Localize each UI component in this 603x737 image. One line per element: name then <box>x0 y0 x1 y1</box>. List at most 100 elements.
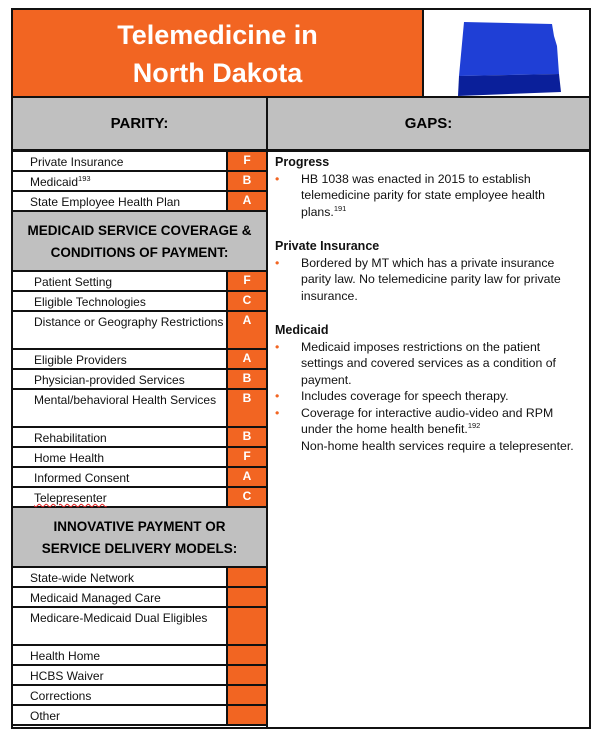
gap-heading: Progress <box>275 155 330 169</box>
row-label-text: Rehabilitation <box>34 431 107 445</box>
grade-row-label: HCBS Waiver <box>13 666 228 684</box>
gap-bullet: Bordered by MT which has a private insur… <box>275 255 585 305</box>
grade-row: Physician-provided Services B <box>13 370 266 390</box>
gap-heading: Medicaid <box>275 323 329 337</box>
row-label-text: Patient Setting <box>34 275 113 289</box>
gap-bullet: Includes coverage for speech therapy. <box>275 388 585 405</box>
grade-row: Health Home <box>13 646 266 666</box>
grade-badge: F <box>228 152 266 170</box>
state-map-icon <box>424 10 589 98</box>
section-line: INNOVATIVE PAYMENT OR <box>53 519 226 534</box>
grade-badge: B <box>228 428 266 446</box>
section-line: SERVICE DELIVERY MODELS: <box>41 541 238 556</box>
grade-row: Patient Setting F <box>13 272 266 292</box>
grade-row-label: Patient Setting <box>13 272 228 290</box>
grade-row: Informed Consent A <box>13 468 266 488</box>
medicaid-section-header: MEDICAID SERVICE COVERAGE & CONDITIONS OF… <box>13 212 266 272</box>
grade-badge: F <box>228 448 266 466</box>
grade-row-label: Medicaid193 <box>13 172 228 190</box>
grade-row: Medicaid Managed Care <box>13 588 266 608</box>
gap-text: HB 1038 was enacted in 2015 to establish… <box>301 171 546 219</box>
grade-row: Distance or Geography Restrictions A <box>13 312 266 350</box>
gap-list: HB 1038 was enacted in 2015 to establish… <box>275 171 585 221</box>
gap-text: Bordered by MT which has a private insur… <box>301 255 561 303</box>
row-label-text: Informed Consent <box>34 471 130 485</box>
title-line-1: Telemedicine in <box>117 20 318 50</box>
row-label-text: Home Health <box>34 451 105 465</box>
parity-header: PARITY: <box>13 98 268 152</box>
title-line-2: North Dakota <box>132 58 303 88</box>
gap-text: Coverage for interactive audio-video and… <box>301 405 554 437</box>
gap-text: Includes coverage for speech therapy. <box>301 389 509 403</box>
section-line: CONDITIONS OF PAYMENT: <box>50 245 229 260</box>
grade-row: HCBS Waiver <box>13 666 266 686</box>
footnote-ref: 191 <box>333 203 347 213</box>
gap-text: Medicaid imposes restrictions on the pat… <box>301 339 556 387</box>
grade-row-label: Medicare-Medicaid Dual Eligibles <box>13 608 228 644</box>
grade-badge: A <box>228 468 266 486</box>
gap-list: Bordered by MT which has a private insur… <box>275 255 585 305</box>
grades-column: Private Insurance F Medicaid193 B State Empl… <box>13 152 268 727</box>
grade-badge: B <box>228 390 266 426</box>
grade-row-label: Informed Consent <box>13 468 228 486</box>
row-label-text: State Employee Health Plan <box>30 195 181 209</box>
grade-badge <box>228 588 266 606</box>
grade-row-label: Mental/behavioral Health Services <box>13 390 228 426</box>
row-label-text: Eligible Technologies <box>34 295 146 309</box>
grade-row: Medicare-Medicaid Dual Eligibles <box>13 608 266 646</box>
row-label-text: Distance or Geography Restrictions <box>34 315 224 329</box>
gap-bullet: HB 1038 was enacted in 2015 to establish… <box>275 171 585 221</box>
grade-row-label: Telepresenter <box>13 488 228 506</box>
grade-badge <box>228 666 266 684</box>
grade-row-label: State Employee Health Plan <box>13 192 228 210</box>
row-label-text: Corrections <box>30 689 92 703</box>
row-label-text: Other <box>30 709 61 723</box>
row-label-text: Private Insurance <box>30 155 124 169</box>
grade-row-label: Other <box>13 706 228 724</box>
grade-badge: B <box>228 172 266 190</box>
grade-row: Corrections <box>13 686 266 706</box>
grade-row: Private Insurance F <box>13 152 266 172</box>
state-report-card: Telemedicine in North Dakota PARITY: GAP… <box>11 8 591 729</box>
gap-extra-text: Non-home health services require a telep… <box>301 438 574 453</box>
row-label-text: HCBS Waiver <box>30 669 104 683</box>
row-label-text: Medicaid Managed Care <box>30 591 161 605</box>
grade-row: Rehabilitation B <box>13 428 266 448</box>
grade-badge: A <box>228 192 266 210</box>
row-label-text: Medicare-Medicaid Dual Eligibles <box>30 611 208 625</box>
gaps-column: Progress HB 1038 was enacted in 2015 to e… <box>275 154 585 472</box>
row-label-text: Telepresenter <box>34 491 107 505</box>
innovative-section-header: INNOVATIVE PAYMENT OR SERVICE DELIVERY MO… <box>13 508 266 568</box>
grade-row: Eligible Providers A <box>13 350 266 370</box>
gap-bullet: Coverage for interactive audio-video and… <box>275 405 585 455</box>
page-title: Telemedicine in North Dakota <box>13 10 424 98</box>
gap-list: Medicaid imposes restrictions on the pat… <box>275 339 585 455</box>
grade-row-label: Eligible Providers <box>13 350 228 368</box>
grade-row: State Employee Health Plan A <box>13 192 266 212</box>
grade-badge <box>228 646 266 664</box>
row-label-text: Mental/behavioral Health Services <box>34 393 217 407</box>
grade-badge <box>228 608 266 644</box>
grade-row-label: Medicaid Managed Care <box>13 588 228 606</box>
grade-row: Other <box>13 706 266 726</box>
grade-row-label: Private Insurance <box>13 152 228 170</box>
grade-badge: B <box>228 370 266 388</box>
grade-row-label: Physician-provided Services <box>13 370 228 388</box>
grade-row-label: Home Health <box>13 448 228 466</box>
grade-badge: C <box>228 488 266 506</box>
gap-bullet: Medicaid imposes restrictions on the pat… <box>275 339 585 389</box>
grade-badge <box>228 706 266 724</box>
grade-badge: A <box>228 350 266 368</box>
gaps-header: GAPS: <box>268 98 589 152</box>
grade-badge <box>228 686 266 704</box>
footnote-ref: 192 <box>467 421 481 430</box>
grade-row: Home Health F <box>13 448 266 468</box>
grade-row: Telepresenter C <box>13 488 266 508</box>
row-label-text: Health Home <box>30 649 101 663</box>
grade-row-label: Eligible Technologies <box>13 292 228 310</box>
grade-badge: C <box>228 292 266 310</box>
grade-row: Medicaid193 B <box>13 172 266 192</box>
grade-row-label: Distance or Geography Restrictions <box>13 312 228 348</box>
row-label-text: Eligible Providers <box>34 353 127 367</box>
grade-badge: A <box>228 312 266 348</box>
